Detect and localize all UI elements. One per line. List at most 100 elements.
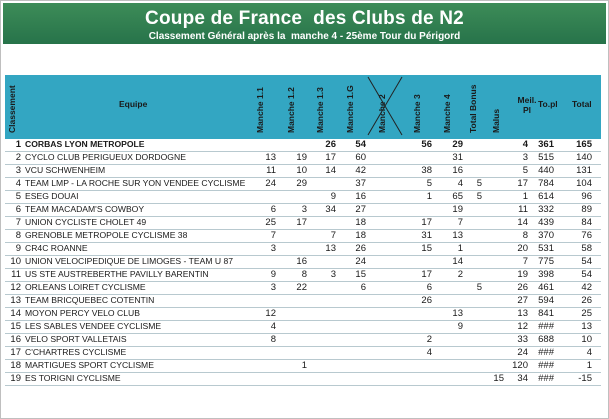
cell-manche-1-1: 4 xyxy=(270,321,276,332)
cell-manche-4: 13 xyxy=(452,230,463,241)
cell-rank: 11 xyxy=(11,269,21,280)
cell-team-name: MOYON PERCY VELO CLUB xyxy=(25,308,140,318)
cell-manche-1-3: 9 xyxy=(330,191,336,202)
row-divider xyxy=(5,229,601,230)
cell-total: 140 xyxy=(576,152,592,163)
cell-total-places: 439 xyxy=(538,217,554,228)
cell-manche-1-g: 24 xyxy=(355,256,366,267)
cell-manche-4: 16 xyxy=(452,165,463,176)
cell-manche-1-1: 12 xyxy=(265,308,276,319)
row-divider xyxy=(5,346,601,347)
cell-meilleure-place: 14 xyxy=(517,217,528,228)
cell-manche-4: 1 xyxy=(457,243,463,254)
cell-manche-1-g: 15 xyxy=(355,269,366,280)
cell-manche-1-1: 11 xyxy=(266,165,276,176)
cell-rank: 1 xyxy=(15,139,21,150)
row-divider xyxy=(5,151,601,152)
title-banner: Coupe de France des Clubs de N2 Classeme… xyxy=(3,3,606,44)
col-header-total: Total xyxy=(572,99,592,109)
row-divider xyxy=(5,255,601,256)
cell-total: 58 xyxy=(581,243,592,254)
cell-manche-1-g: 26 xyxy=(355,243,366,254)
cell-rank: 18 xyxy=(10,360,21,371)
cell-meilleure-place: 27 xyxy=(517,295,528,306)
cell-rank: 19 xyxy=(10,373,21,384)
cell-manche-4: 4 xyxy=(457,178,463,189)
cell-manche-1-3: 7 xyxy=(330,230,336,241)
cell-manche-3: 15 xyxy=(421,243,432,254)
cell-meilleure-place: 12 xyxy=(517,321,528,332)
cell-rank: 6 xyxy=(15,204,21,215)
cell-meilleure-place: 7 xyxy=(522,256,528,267)
cell-malus: 15 xyxy=(493,373,504,384)
cell-total: 54 xyxy=(581,269,592,280)
cell-manche-3: 26 xyxy=(421,295,432,306)
cell-manche-1-2: 29 xyxy=(296,178,307,189)
cell-team-name: UNION VELOCIPEDIQUE DE LIMOGES - TEAM U … xyxy=(25,256,234,266)
cell-total: -15 xyxy=(578,373,592,384)
cell-total-places: 515 xyxy=(538,152,554,163)
col-header-manche-1-3: Manche 1.3 xyxy=(315,87,325,133)
cell-manche-1-2: 10 xyxy=(296,165,307,176)
cell-total: 42 xyxy=(581,282,592,293)
cell-total-places: ### xyxy=(538,321,554,332)
col-header-malus: Malus xyxy=(491,108,501,133)
cell-team-name: VELO SPORT VALLETAIS xyxy=(25,334,127,344)
row-divider xyxy=(5,385,601,386)
cell-total: 76 xyxy=(581,230,592,241)
cell-meilleure-place: 120 xyxy=(512,360,528,371)
cell-total: 4 xyxy=(586,347,592,358)
page-subtitle: Classement Général après la manche 4 - 2… xyxy=(148,31,461,42)
manche-2-crossed-out-mark xyxy=(367,76,403,136)
cell-rank: 16 xyxy=(10,334,21,345)
cell-manche-3: 6 xyxy=(426,282,432,293)
cell-team-name: CYCLO CLUB PERIGUEUX DORDOGNE xyxy=(25,152,186,162)
cell-manche-1-1: 24 xyxy=(265,178,276,189)
cell-rank: 7 xyxy=(15,217,21,228)
cell-manche-4: 9 xyxy=(457,321,463,332)
cell-meilleure-place: 13 xyxy=(517,308,528,319)
cell-total: 54 xyxy=(581,256,592,267)
cell-manche-1-2: 16 xyxy=(296,256,307,267)
cell-manche-1-g: 6 xyxy=(360,282,366,293)
cell-total-places: 440 xyxy=(538,165,554,176)
cell-team-name: TEAM BRICQUEBEC COTENTIN xyxy=(25,295,155,305)
cell-manche-1-g: 27 xyxy=(355,204,366,215)
cell-total: 25 xyxy=(581,308,592,319)
cell-manche-1-2: 1 xyxy=(301,360,307,371)
cell-total: 104 xyxy=(576,178,592,189)
cell-total-places: ### xyxy=(538,373,554,384)
row-divider xyxy=(5,242,601,243)
col-header-equipe: Equipe xyxy=(119,99,148,109)
col-header-manche-1-2: Manche 1.2 xyxy=(286,87,296,133)
cell-rank: 8 xyxy=(15,230,21,241)
cell-total-places: 370 xyxy=(538,230,554,241)
cell-meilleure-place: 11 xyxy=(518,204,528,215)
cell-manche-1-2: 3 xyxy=(301,204,307,215)
cell-meilleure-place: 34 xyxy=(517,373,528,384)
cell-team-name: LES SABLES VENDEE CYCLISME xyxy=(25,321,162,331)
row-divider xyxy=(5,268,601,269)
row-divider xyxy=(5,359,601,360)
cell-manche-4: 14 xyxy=(452,256,463,267)
cell-total: 13 xyxy=(581,321,592,332)
cell-rank: 12 xyxy=(10,282,21,293)
cell-rank: 13 xyxy=(10,295,21,306)
cell-manche-1-1: 3 xyxy=(270,243,276,254)
row-divider xyxy=(5,294,601,295)
cell-manche-1-1: 25 xyxy=(265,217,276,228)
cell-manche-4: 31 xyxy=(452,152,463,163)
cell-total: 26 xyxy=(581,295,592,306)
cell-team-name: CR4C ROANNE xyxy=(25,243,88,253)
cell-meilleure-place: 4 xyxy=(522,139,528,150)
row-divider xyxy=(5,216,601,217)
cell-manche-1-g: 54 xyxy=(355,139,366,150)
cell-rank: 14 xyxy=(10,308,21,319)
cell-manche-3: 5 xyxy=(426,178,432,189)
col-header-manche-3: Manche 3 xyxy=(412,94,422,133)
cell-total: 96 xyxy=(581,191,592,202)
cell-manche-3: 17 xyxy=(421,217,432,228)
cell-manche-1-3: 17 xyxy=(325,152,336,163)
cell-meilleure-place: 3 xyxy=(522,152,528,163)
cell-manche-1-g: 42 xyxy=(355,165,366,176)
